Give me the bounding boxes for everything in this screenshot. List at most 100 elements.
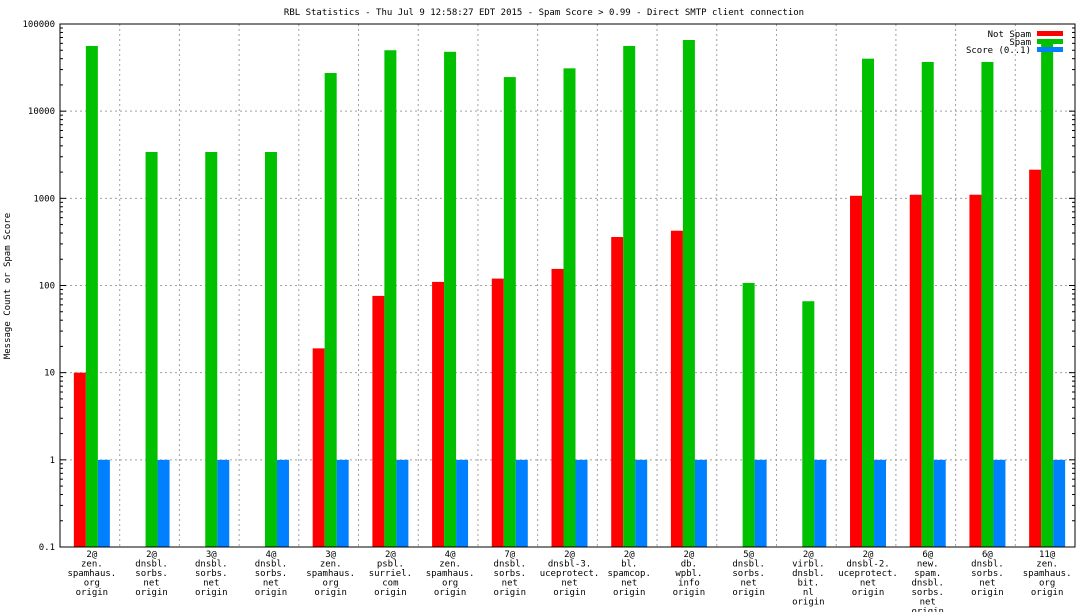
x-tick-label: origin <box>792 598 825 608</box>
bar-score <box>276 459 289 547</box>
x-tick-label: origin <box>673 588 706 598</box>
x-tick-label: zen. <box>1036 560 1058 570</box>
x-tick-label: zen. <box>439 560 461 570</box>
legend-label: Not Spam <box>988 30 1031 40</box>
bar-spam <box>1041 40 1054 547</box>
bar-score <box>993 459 1006 547</box>
bar-spam <box>862 58 875 547</box>
bar-not-spam <box>73 372 86 547</box>
x-tick-label: origin <box>255 588 288 598</box>
x-tick-label: origin <box>1031 588 1064 598</box>
bar-spam <box>264 152 277 547</box>
x-tick-label: 2@ <box>564 550 575 560</box>
x-tick-label: net <box>621 579 637 589</box>
x-tick-label: virbl. <box>792 560 825 570</box>
x-tick-label: zen. <box>320 560 342 570</box>
x-tick-label: 3@ <box>206 550 217 560</box>
y-tick-label: 10 <box>44 369 55 379</box>
legend-label: Spam <box>1009 38 1031 48</box>
x-tick-label: new. <box>917 560 939 570</box>
bar-not-spam <box>551 268 564 547</box>
bar-not-spam <box>850 195 863 548</box>
bar-not-spam <box>611 237 624 547</box>
bar-not-spam <box>372 295 385 547</box>
bar-spam <box>384 50 397 548</box>
bar-not-spam <box>670 230 683 547</box>
bar-not-spam <box>1029 169 1042 547</box>
bar-spam <box>682 40 695 547</box>
y-axis-label: Message Count or Spam Score <box>3 213 13 359</box>
x-tick-label: net <box>860 579 876 589</box>
y-tick-label: 100000 <box>22 20 55 30</box>
x-tick-label: dnsbl-3. <box>548 560 591 570</box>
x-tick-label: 2@ <box>146 550 157 560</box>
x-tick-label: uceprotect. <box>838 569 898 579</box>
x-tick-label: 2@ <box>86 550 97 560</box>
x-tick-label: origin <box>494 588 527 598</box>
x-tick-label: 5@ <box>743 550 754 560</box>
x-tick-label: origin <box>76 588 109 598</box>
x-tick-label: sorbs. <box>732 569 765 579</box>
bar-spam <box>444 51 457 548</box>
bar-score <box>874 459 887 547</box>
bar-not-spam <box>969 194 982 547</box>
bar-spam <box>85 45 98 547</box>
y-tick-label: 100 <box>39 282 55 292</box>
x-tick-label: 4@ <box>266 550 277 560</box>
x-tick-label: 7@ <box>504 550 515 560</box>
bar-spam <box>742 282 755 547</box>
plot-border <box>59 23 1076 548</box>
x-tick-label: dnsbl. <box>494 560 527 570</box>
x-tick-label: sorbs. <box>911 588 944 598</box>
x-tick-label: net <box>502 579 518 589</box>
x-tick-label: 3@ <box>325 550 336 560</box>
x-tick-label: dnsbl. <box>911 579 944 589</box>
x-tick-label: origin <box>613 588 646 598</box>
x-tick-label: 2@ <box>624 550 635 560</box>
bar-not-spam <box>432 281 445 547</box>
x-tick-label: zen. <box>81 560 103 570</box>
x-tick-label: 6@ <box>982 550 993 560</box>
x-tick-label: org <box>1039 579 1055 589</box>
x-tick-label: net <box>263 579 279 589</box>
x-tick-label: psbl. <box>377 560 404 570</box>
legend-swatch <box>1037 39 1063 44</box>
bar-spam <box>921 61 934 548</box>
legend-swatch <box>1037 47 1063 52</box>
y-tick-label: 10000 <box>28 107 55 117</box>
chart-title: RBL Statistics - Thu Jul 9 12:58:27 EDT … <box>284 8 804 18</box>
x-tick-label: net <box>920 598 936 608</box>
x-tick-label: dnsbl. <box>195 560 228 570</box>
bar-spam <box>623 45 636 547</box>
x-tick-label: dnsbl-2. <box>846 560 889 570</box>
x-tick-label: wpbl. <box>675 569 702 579</box>
bar-score <box>754 459 767 547</box>
bar-spam <box>563 68 576 547</box>
x-tick-label: sorbs. <box>494 569 527 579</box>
x-tick-label: dnsbl. <box>971 560 1004 570</box>
bar-spam <box>981 61 994 548</box>
bar-score <box>635 459 648 547</box>
bar-spam <box>802 301 815 547</box>
x-tick-label: uceprotect. <box>540 569 600 579</box>
x-tick-label: net <box>143 579 159 589</box>
bar-score <box>1053 459 1066 547</box>
x-tick-label: origin <box>135 588 168 598</box>
x-tick-label: origin <box>971 588 1004 598</box>
bar-score <box>575 459 588 547</box>
x-tick-label: origin <box>314 588 347 598</box>
bar-spam <box>205 152 218 547</box>
y-tick-label: 1000 <box>33 194 55 204</box>
x-tick-label: sorbs. <box>195 569 228 579</box>
y-tick-label: 0.1 <box>39 543 55 553</box>
x-tick-label: sorbs. <box>971 569 1004 579</box>
bar-score <box>217 459 230 547</box>
bar-not-spam <box>491 278 504 547</box>
x-tick-label: spamhaus. <box>67 569 116 579</box>
x-tick-label: origin <box>434 588 467 598</box>
bar-spam <box>324 73 337 548</box>
x-tick-label: spamhaus. <box>306 569 355 579</box>
x-tick-label: sorbs. <box>255 569 288 579</box>
x-tick-label: origin <box>553 588 586 598</box>
bar-score <box>336 459 349 547</box>
